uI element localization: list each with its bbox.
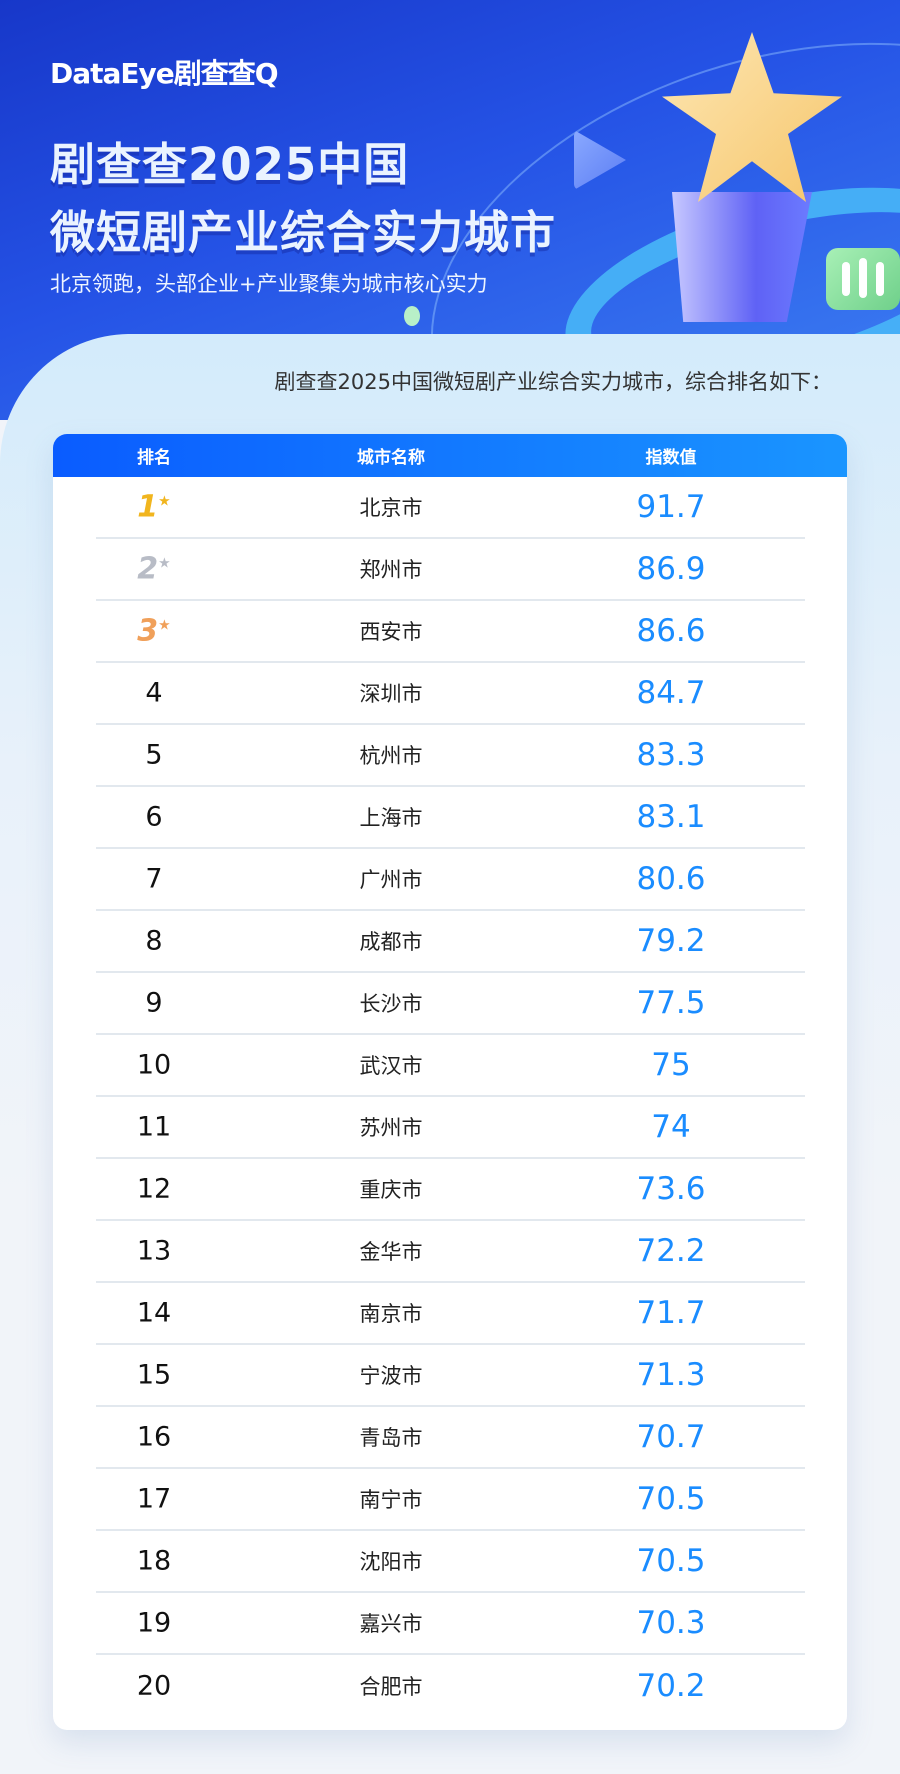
index-value: 71.3	[636, 1357, 706, 1393]
index-value: 80.6	[636, 861, 706, 897]
star-icon: ★	[158, 555, 171, 572]
column-header-rank: 排名	[137, 448, 171, 468]
decor-dot	[404, 306, 420, 326]
page-title-line1: 剧查查2025中国	[50, 138, 410, 191]
table-row: 9 长沙市 77.5	[96, 973, 805, 1035]
index-value: 70.5	[636, 1481, 706, 1517]
star-icon: ★	[158, 617, 171, 634]
ranking-table: 排名 城市名称 指数值 1★ 北京市 91.7 2★ 郑州市 86.9 3★ 西安市 86.6 4…	[53, 434, 847, 1730]
table-row: 3★ 西安市 86.6	[96, 601, 805, 663]
city-name: 南京市	[359, 1302, 423, 1326]
table-row: 7 广州市 80.6	[96, 849, 805, 911]
table-row: 14 南京市 71.7	[96, 1283, 805, 1345]
column-header-city: 城市名称	[357, 448, 425, 468]
rank-number: 5	[145, 739, 163, 771]
subtitle: 北京领跑，头部企业+产业聚集为城市核心实力	[50, 272, 488, 296]
table-row: 13 金华市 72.2	[96, 1221, 805, 1283]
table-row: 19 嘉兴市 70.3	[96, 1593, 805, 1655]
city-name: 合肥市	[359, 1675, 423, 1699]
index-value: 71.7	[636, 1295, 706, 1331]
index-value: 73.6	[636, 1171, 706, 1207]
city-name: 深圳市	[359, 682, 423, 706]
table-row: 20 合肥市 70.2	[96, 1655, 805, 1717]
index-value: 83.1	[636, 799, 706, 835]
table-row: 1★ 北京市 91.7	[96, 477, 805, 539]
index-value: 77.5	[636, 985, 706, 1021]
column-header-value: 指数值	[645, 448, 697, 468]
city-name: 沈阳市	[359, 1550, 423, 1574]
rank-number: 13	[136, 1235, 172, 1267]
index-value: 84.7	[636, 675, 706, 711]
city-name: 郑州市	[359, 558, 423, 582]
city-name: 重庆市	[359, 1178, 423, 1202]
table-row: 5 杭州市 83.3	[96, 725, 805, 787]
city-name: 广州市	[359, 868, 423, 892]
rank-number: 17	[136, 1483, 172, 1515]
table-row: 6 上海市 83.1	[96, 787, 805, 849]
rank-number: 6	[145, 801, 163, 833]
city-name: 西安市	[359, 620, 423, 644]
rank-number: 3	[137, 613, 159, 649]
table-row: 4 深圳市 84.7	[96, 663, 805, 725]
index-value: 72.2	[636, 1233, 706, 1269]
index-value: 70.7	[636, 1419, 706, 1455]
city-name: 嘉兴市	[359, 1612, 423, 1636]
index-value: 83.3	[636, 737, 706, 773]
table-row: 17 南宁市 70.5	[96, 1469, 805, 1531]
rank-number: 4	[145, 677, 163, 709]
star-icon: ★	[158, 493, 171, 510]
index-value: 70.2	[636, 1668, 706, 1704]
medal-rank-icon: 1★	[137, 490, 170, 525]
city-name: 南宁市	[359, 1488, 423, 1512]
city-name: 长沙市	[359, 992, 423, 1016]
index-value: 74	[651, 1109, 691, 1145]
table-header: 排名 城市名称 指数值	[53, 434, 847, 477]
table-row: 11 苏州市 74	[96, 1097, 805, 1159]
rank-number: 10	[136, 1049, 172, 1081]
city-name: 苏州市	[359, 1116, 423, 1140]
index-value: 86.6	[636, 613, 706, 649]
logo: DataEye剧查查Q	[50, 57, 279, 90]
table-row: 18 沈阳市 70.5	[96, 1531, 805, 1593]
rank-number: 12	[136, 1173, 172, 1205]
city-name: 宁波市	[359, 1364, 423, 1388]
table-row: 15 宁波市 71.3	[96, 1345, 805, 1407]
table-row: 8 成都市 79.2	[96, 911, 805, 973]
rank-number: 16	[136, 1421, 172, 1453]
rank-number: 19	[136, 1607, 172, 1639]
city-name: 上海市	[359, 806, 423, 830]
rank-number: 20	[136, 1670, 172, 1702]
rank-number: 14	[136, 1297, 172, 1329]
city-name: 北京市	[359, 496, 423, 520]
index-value: 86.9	[636, 551, 706, 587]
table-row: 12 重庆市 73.6	[96, 1159, 805, 1221]
index-value: 79.2	[636, 923, 706, 959]
medal-rank-icon: 3★	[137, 614, 170, 649]
rank-number: 2	[137, 551, 159, 587]
rank-number: 7	[145, 863, 163, 895]
index-value: 70.3	[636, 1605, 706, 1641]
trophy-icon	[672, 192, 812, 322]
rank-number: 18	[136, 1545, 172, 1577]
index-value: 75	[651, 1047, 691, 1083]
rank-number: 1	[137, 489, 159, 525]
page-title-line2: 微短剧产业综合实力城市	[50, 206, 557, 259]
rank-number: 8	[145, 925, 163, 957]
medal-rank-icon: 2★	[137, 552, 170, 587]
rank-number: 15	[136, 1359, 172, 1391]
city-name: 武汉市	[359, 1054, 423, 1078]
rank-number: 9	[145, 987, 163, 1019]
city-name: 青岛市	[359, 1426, 423, 1450]
table-row: 2★ 郑州市 86.9	[96, 539, 805, 601]
city-name: 金华市	[359, 1240, 423, 1264]
bar-chart-icon	[826, 248, 900, 310]
table-row: 10 武汉市 75	[96, 1035, 805, 1097]
index-value: 70.5	[636, 1543, 706, 1579]
city-name: 杭州市	[359, 744, 423, 768]
table-row: 16 青岛市 70.7	[96, 1407, 805, 1469]
intro-text: 剧查查2025中国微短剧产业综合实力城市，综合排名如下：	[274, 370, 832, 394]
rank-number: 11	[136, 1111, 172, 1143]
city-name: 成都市	[359, 930, 423, 954]
index-value: 91.7	[636, 489, 706, 525]
